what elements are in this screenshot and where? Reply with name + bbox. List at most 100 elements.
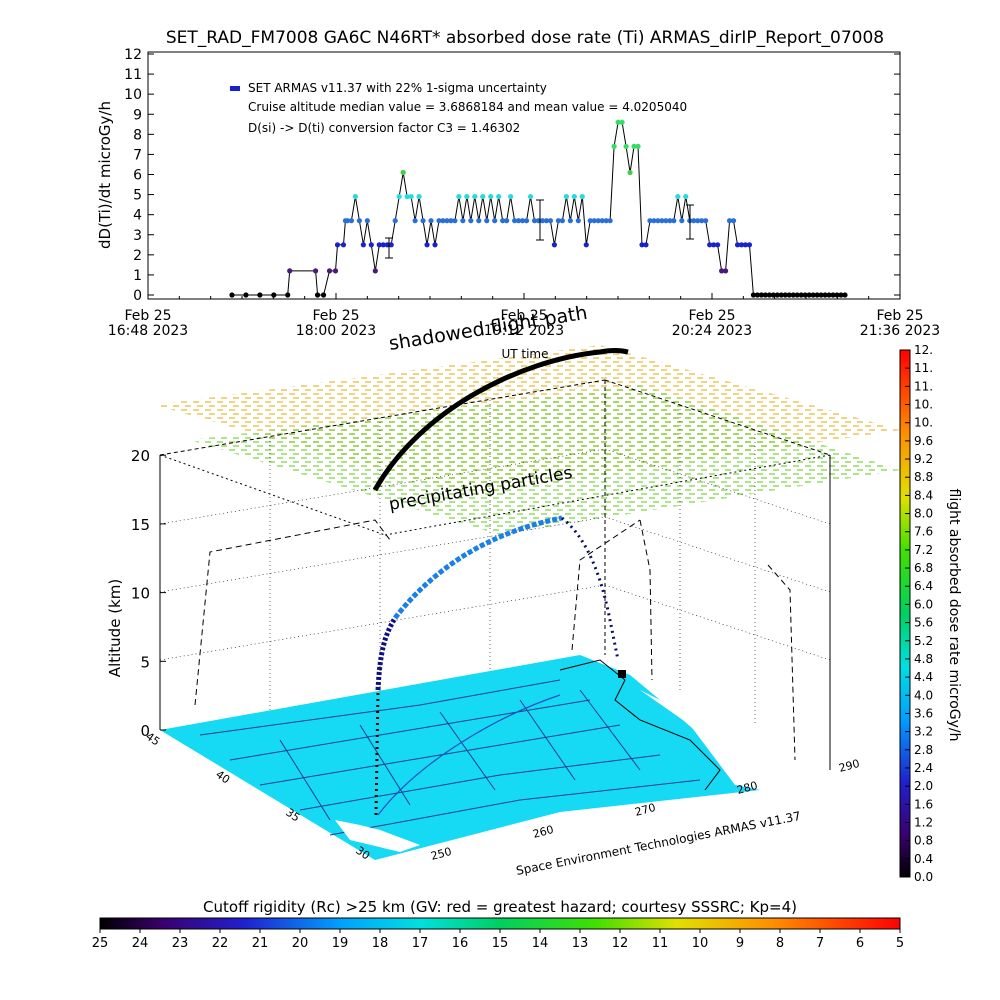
data-point: [675, 193, 681, 200]
data-point: [372, 268, 378, 274]
dose-tick-label: 5.2: [914, 634, 933, 648]
data-point: [798, 292, 804, 298]
rigidity-colorbar-gradient: [99, 917, 901, 930]
data-point: [326, 268, 333, 274]
data-point: [631, 143, 637, 149]
dose-colorbar-ticks: 0.0 0.4 0.8 1.2 1.6 2.0 2.4 2.8 3.2 3.6 4.0 4.4 4.8 5…: [905, 343, 933, 884]
data-point: [647, 218, 653, 224]
data-point: [659, 218, 665, 224]
data-point: [424, 242, 430, 248]
data-point: [738, 242, 745, 248]
data-point: [830, 292, 836, 298]
data-point: [826, 292, 832, 298]
data-point: [842, 292, 848, 298]
data-point: [695, 218, 701, 224]
data-point: [460, 218, 466, 224]
data-point: [360, 242, 366, 248]
dose-tick-label: 11.: [914, 379, 933, 393]
data-point: [448, 218, 454, 224]
rigidity-tick-label: 15: [492, 936, 509, 951]
shadow-plane-lower: [190, 385, 900, 535]
x-tick-time: 20:24 2023: [672, 323, 752, 339]
data-point: [380, 242, 386, 248]
data-point: [314, 292, 321, 298]
data-point: [742, 242, 749, 248]
rigidity-tick-label: 6: [856, 936, 864, 951]
dose-tick-label: 4.0: [914, 688, 933, 702]
data-point: [543, 218, 550, 224]
data-point: [356, 218, 362, 224]
data-point: [376, 242, 382, 248]
x-tick-time: 16:48 2023: [108, 323, 188, 339]
data-point: [500, 218, 506, 224]
data-point: [619, 119, 625, 125]
rigidity-tick-label: 13: [572, 936, 589, 951]
rigidity-colorbar-label: Cutoff rigidity (Rc) >25 km (GV: red = g…: [203, 898, 797, 916]
data-point: [559, 218, 565, 224]
data-point: [822, 292, 828, 298]
data-point: [838, 292, 844, 298]
data-point: [320, 292, 327, 298]
data-point: [257, 292, 263, 298]
y-tick-label: 6: [133, 168, 142, 184]
data-point: [551, 242, 558, 248]
data-point: [364, 218, 370, 224]
dose-rate-series: [229, 119, 848, 298]
dose-tick-label: 8.0: [914, 507, 933, 521]
longitude-ticks: 250 260 270 280 290: [429, 757, 861, 863]
y-tick-label: 12: [124, 47, 142, 63]
dose-tick-label: 3.2: [914, 725, 933, 739]
dose-tick-label: 10.: [914, 398, 933, 412]
data-point: [392, 218, 398, 224]
rigidity-tick-label: 9: [736, 936, 744, 951]
data-point: [814, 292, 820, 298]
data-point: [810, 292, 816, 298]
dose-tick-label: 12.: [914, 343, 933, 357]
data-point: [603, 218, 609, 224]
data-point: [464, 193, 470, 200]
data-point: [595, 218, 601, 224]
x-axis-label: UT time: [501, 347, 548, 361]
data-point: [563, 193, 569, 200]
data-point: [555, 218, 562, 224]
dose-tick-label: 8.4: [914, 488, 933, 502]
flight-ground-track: [377, 694, 561, 816]
rigidity-tick-label: 8: [776, 936, 784, 951]
data-point: [388, 242, 394, 248]
data-point: [396, 193, 402, 200]
data-point: [344, 218, 351, 224]
data-point: [599, 218, 605, 224]
data-point: [583, 242, 589, 248]
dose-tick-label: 9.6: [914, 434, 933, 448]
data-point: [782, 292, 788, 298]
y-tick-label: 5: [133, 188, 142, 204]
rigidity-tick-label: 17: [412, 936, 429, 951]
data-point: [611, 143, 617, 149]
data-point: [476, 218, 482, 224]
data-point: [778, 292, 784, 298]
data-point: [623, 143, 629, 149]
data-point: [571, 193, 577, 200]
dose-colorbar-label: flight absorbed dose rate microGy/h: [946, 489, 962, 742]
data-point: [496, 193, 502, 200]
dose-tick-label: 1.2: [914, 815, 933, 829]
y-tick-label: 11: [124, 67, 142, 83]
data-point: [715, 242, 721, 248]
annotation-conversion: D(si) -> D(ti) conversion factor C3 = 1.…: [248, 121, 520, 135]
data-point: [671, 218, 677, 224]
data-point: [707, 242, 713, 248]
y-tick-label: 0: [133, 288, 142, 304]
data-point: [762, 292, 768, 298]
rigidity-tick-label: 19: [332, 936, 349, 951]
altitude-tick-label: 20: [131, 447, 150, 465]
data-point: [416, 193, 422, 200]
data-point: [774, 292, 780, 298]
data-point: [271, 292, 277, 298]
data-point: [734, 242, 741, 248]
data-point: [746, 242, 753, 248]
rigidity-tick-label: 10: [692, 936, 709, 951]
data-point: [531, 218, 538, 224]
